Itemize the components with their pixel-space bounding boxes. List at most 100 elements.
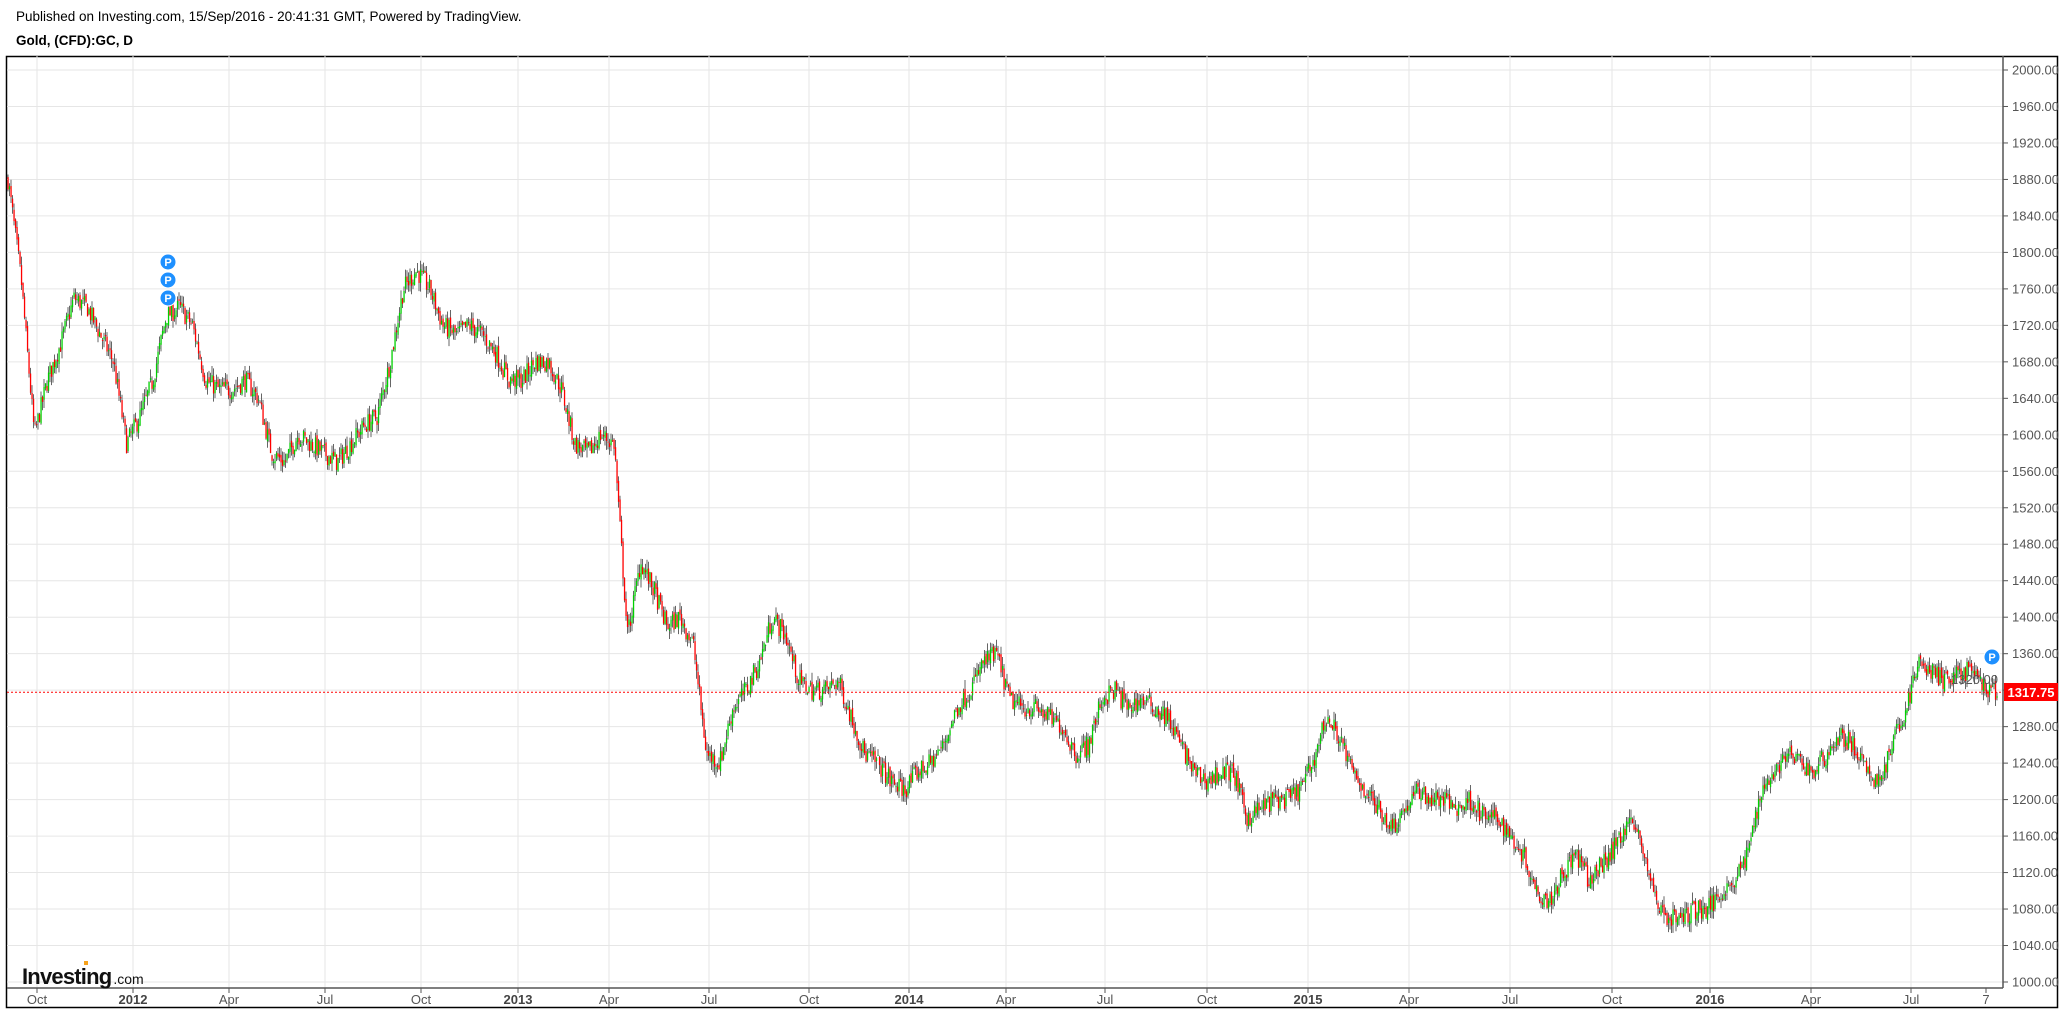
price-bar — [286, 453, 288, 464]
bar-body — [800, 669, 803, 684]
bar-body — [220, 385, 222, 387]
bar-body — [1438, 796, 1440, 807]
price-bar — [1292, 778, 1295, 794]
marker-circle — [159, 271, 177, 289]
price-bar — [433, 290, 435, 309]
bar-body — [632, 595, 635, 618]
price-bar — [1624, 825, 1626, 842]
bar-body — [1387, 825, 1389, 827]
investing-logo[interactable]: Investing .com — [22, 961, 144, 989]
bar-body — [437, 307, 440, 314]
bar-body — [1880, 775, 1883, 782]
price-bar — [638, 564, 641, 580]
bar-body — [709, 752, 711, 757]
price-bar — [947, 734, 950, 744]
bar-body — [1715, 894, 1718, 896]
bar-body — [1648, 873, 1650, 876]
price-bar — [796, 675, 798, 690]
bar-body — [1228, 766, 1230, 781]
bar-body — [341, 449, 344, 464]
price-bar — [28, 348, 30, 378]
price-bar — [7, 174, 9, 192]
bar-body — [1091, 725, 1094, 746]
bar-body — [832, 679, 834, 684]
x-tick-label: 7 — [1982, 992, 1989, 1007]
price-bar — [373, 408, 375, 417]
price-bar — [887, 762, 890, 784]
price-bar — [1723, 886, 1725, 901]
price-bar — [923, 765, 926, 774]
price-bar — [1247, 807, 1250, 830]
price-bar — [527, 357, 530, 382]
price-bar — [781, 613, 783, 632]
bar-body — [1555, 884, 1557, 891]
x-tick-label: Apr — [599, 992, 620, 1007]
bar-body — [179, 302, 182, 305]
bar-body — [877, 754, 879, 756]
event-marker[interactable]: P — [159, 271, 177, 289]
price-bar — [275, 451, 278, 462]
bar-body — [64, 321, 66, 330]
bar-body — [659, 593, 662, 602]
bar-body — [1375, 804, 1377, 814]
price-bar — [25, 316, 27, 332]
bar-body — [181, 303, 183, 307]
logo-suffix: .com — [113, 971, 143, 987]
bar-body — [1339, 739, 1341, 746]
event-marker[interactable]: P — [1983, 648, 2001, 666]
price-bar — [1015, 692, 1017, 708]
price-bar — [224, 373, 227, 389]
bar-body — [1310, 766, 1313, 774]
price-bar — [1844, 733, 1847, 752]
bar-body — [1766, 778, 1769, 785]
bar-body — [71, 299, 74, 308]
bar-body — [1666, 912, 1668, 926]
price-bar — [1520, 848, 1523, 869]
bar-body — [1714, 894, 1716, 910]
price-bar — [859, 740, 861, 759]
price-bar — [161, 325, 164, 339]
bar-body — [1327, 716, 1329, 724]
price-bar — [611, 434, 614, 443]
bar-body — [445, 318, 447, 327]
bar-body — [272, 462, 275, 464]
price-bar — [856, 730, 858, 748]
bar-body — [1895, 724, 1898, 728]
bar-body — [1937, 667, 1940, 686]
bar-body — [1127, 701, 1130, 711]
price-bar — [199, 350, 201, 360]
price-bar — [1192, 755, 1194, 777]
bar-body — [973, 675, 975, 681]
price-bar — [1951, 672, 1953, 687]
price-bar — [1963, 666, 1965, 683]
bar-body — [844, 706, 846, 709]
bar-body — [275, 452, 278, 459]
price-bar — [1249, 810, 1251, 827]
bar-body — [479, 325, 482, 329]
event-marker[interactable]: P — [159, 289, 177, 307]
price-bar — [749, 675, 752, 698]
bar-body — [1610, 844, 1613, 861]
price-bar — [919, 768, 921, 781]
bar-body — [1912, 675, 1914, 684]
price-bar — [209, 372, 212, 387]
price-bar — [937, 745, 939, 756]
price-bar — [293, 449, 296, 458]
event-marker[interactable]: P — [159, 253, 177, 271]
bar-body — [127, 437, 129, 452]
bar-body — [307, 439, 309, 443]
bar-body — [1478, 802, 1481, 822]
price-bar — [364, 417, 366, 431]
bar-body — [1910, 684, 1913, 704]
bar-body — [1154, 714, 1157, 718]
bar-body — [925, 770, 927, 773]
price-bar — [551, 367, 554, 382]
bar-body — [112, 361, 114, 364]
bar-body — [1160, 713, 1163, 720]
price-bar — [1660, 902, 1662, 917]
bar-body — [1264, 798, 1266, 811]
price-bar — [284, 453, 287, 468]
bar-body — [1181, 741, 1184, 745]
